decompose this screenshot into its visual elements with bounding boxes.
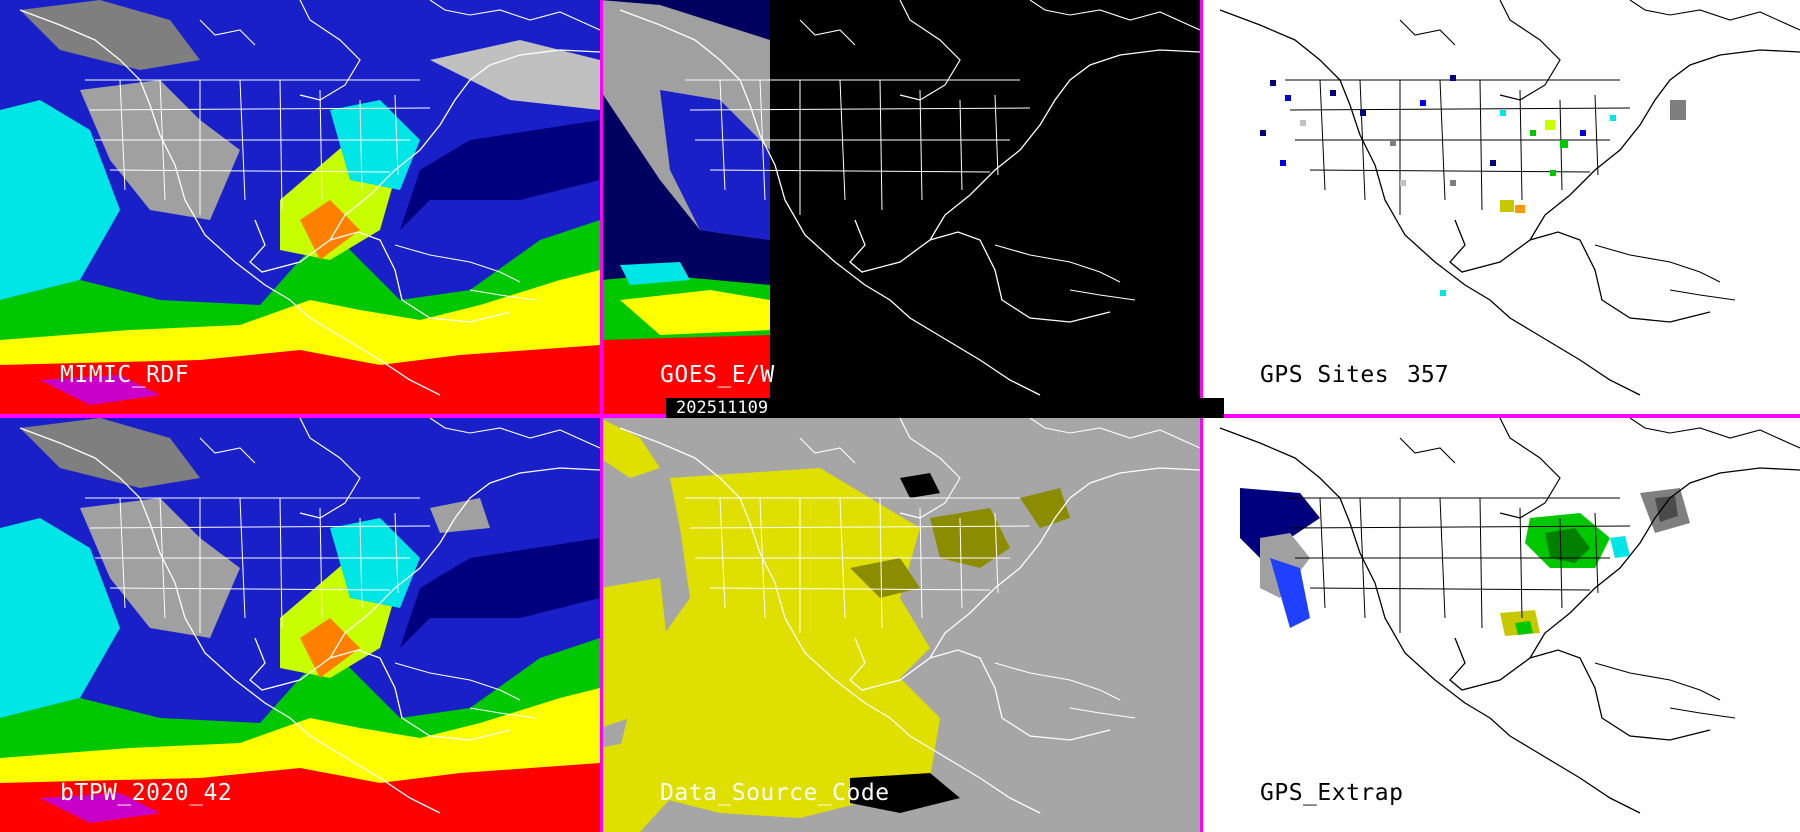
vertical-separator-left (600, 0, 603, 832)
timestamp-bar: 202511109 (666, 398, 1224, 418)
mimic-rdf-map (0, 0, 600, 414)
gps-sites-map (1200, 0, 1800, 414)
btpw-label: bTPW_2020_42 (60, 780, 233, 806)
gps-extrap-map (1200, 418, 1800, 832)
goes-label: GOES_E/W (660, 362, 775, 388)
gps-extrap-label: GPS_Extrap (1260, 780, 1404, 806)
mimic-rdf-panel: MIMIC_RDF (0, 0, 600, 414)
btpw-panel: bTPW_2020_42 (0, 418, 600, 832)
data-source-map (600, 418, 1200, 832)
mimic-rdf-label: MIMIC_RDF (60, 362, 190, 388)
gps-extrap-panel: GPS_Extrap (1200, 418, 1800, 832)
btpw-map (0, 418, 600, 832)
data-source-panel: Data_Source_Code (600, 418, 1200, 832)
gps-site-markers (1260, 75, 1686, 296)
goes-map (600, 0, 1200, 414)
gps-site-count: 357 (1407, 362, 1449, 388)
data-source-label: Data_Source_Code (660, 780, 890, 806)
goes-panel: GOES_E/W (600, 0, 1200, 414)
gps-sites-panel: GPS Sites 357 (1200, 0, 1800, 414)
gps-sites-label: GPS Sites (1260, 362, 1390, 388)
